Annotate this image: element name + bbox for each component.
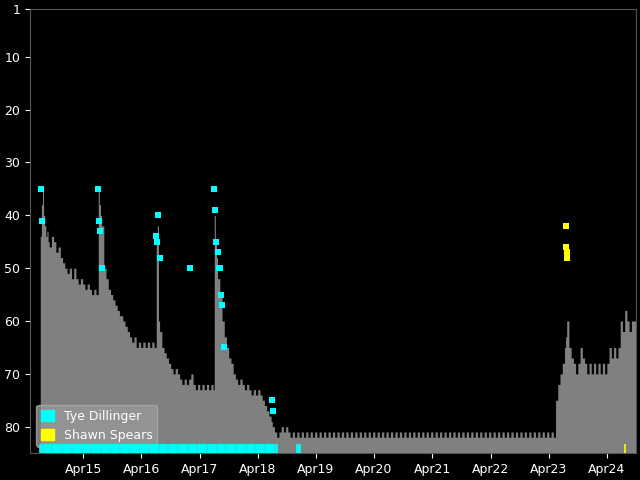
Point xyxy=(561,249,572,256)
Point xyxy=(217,301,227,309)
Point xyxy=(209,185,220,192)
Point xyxy=(214,264,224,272)
Point xyxy=(267,396,277,404)
Legend: Tye Dillinger, Shawn Spears: Tye Dillinger, Shawn Spears xyxy=(36,405,157,447)
Point xyxy=(219,344,229,351)
Point xyxy=(184,264,195,272)
Point xyxy=(36,185,47,192)
Point xyxy=(97,264,107,272)
Point xyxy=(152,238,163,246)
Point xyxy=(561,243,571,251)
Point xyxy=(561,222,571,230)
Point xyxy=(561,254,572,262)
Point xyxy=(154,212,164,219)
Point xyxy=(212,249,223,256)
Point xyxy=(210,206,220,214)
Point xyxy=(216,291,226,299)
Point xyxy=(151,233,161,240)
Point xyxy=(211,238,221,246)
Point xyxy=(93,185,104,192)
Point xyxy=(37,217,47,225)
Point xyxy=(154,254,164,262)
Point xyxy=(214,264,225,272)
Point xyxy=(95,228,106,235)
Point xyxy=(94,217,104,225)
Point xyxy=(268,407,278,415)
